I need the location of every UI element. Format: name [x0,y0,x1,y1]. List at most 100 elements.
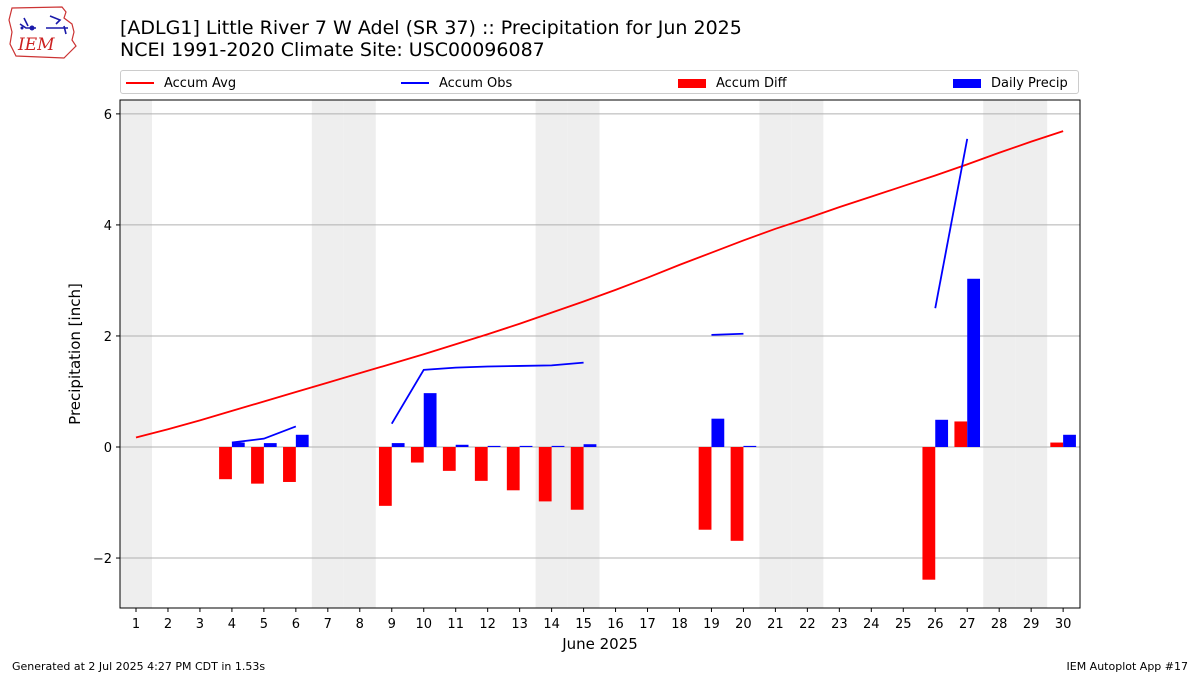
y-tick-label: 4 [104,219,112,234]
weekend-band [343,100,376,608]
y-axis-label: Precipitation [inch] [66,283,84,425]
x-tick-label: 30 [1055,617,1072,632]
x-tick-label: 2 [164,617,172,632]
x-tick-label: 27 [959,617,976,632]
daily-precip-bar [423,393,437,447]
x-tick-label: 18 [671,617,688,632]
accum-diff-bar [506,446,520,491]
logo-text: IEM [17,35,55,55]
y-tick-label: 0 [104,441,112,456]
chart-subtitle: NCEI 1991-2020 Climate Site: USC00096087 [120,39,545,61]
legend: Accum Avg Accum Obs Accum Diff Daily Pre… [120,70,1079,94]
legend-item-accum-obs: Accum Obs [401,74,512,92]
daily-precip-bar [231,442,245,447]
x-tick-label: 9 [388,617,396,632]
weekend-band [759,100,792,608]
plot-frame [119,99,1081,609]
accum-diff-bar [538,446,552,502]
x-tick-label: 1 [132,617,140,632]
daily-precip-bar [295,434,309,447]
weekend-band [311,100,344,608]
accum-diff-bar [219,446,232,480]
x-tick-label: 14 [543,617,560,632]
accum-diff-bar [922,446,936,580]
accum-diff-bar [698,446,712,530]
accum-obs-line [390,361,584,425]
x-tick-label: 20 [735,617,752,632]
legend-swatch-accum-diff [678,78,706,88]
legend-label-accum-obs: Accum Obs [439,75,513,91]
x-tick-label: 11 [447,617,464,632]
x-tick-label: 13 [511,617,528,632]
daily-precip-bar [487,445,501,447]
x-tick-label: 29 [1023,617,1040,632]
x-tick-label: 4 [228,617,236,632]
x-tick-label: 10 [415,617,432,632]
x-tick-label: 28 [991,617,1008,632]
chart-title: [ADLG1] Little River 7 W Adel (SR 37) ::… [120,17,742,39]
daily-precip-bar [583,444,597,447]
legend-label-daily-precip: Daily Precip [991,75,1068,91]
x-tick-label: 22 [799,617,816,632]
accum-diff-bar [474,446,488,481]
legend-item-daily-precip: Daily Precip [953,74,1068,92]
accum-diff-bar [283,446,296,482]
accum-avg-line [135,130,1064,439]
x-tick-label: 8 [356,617,364,632]
x-tick-label: 23 [831,617,848,632]
weekend-band [535,100,568,608]
weekend-band [983,100,1016,608]
x-tick-label: 21 [767,617,784,632]
y-tick-label: −2 [93,552,112,567]
weekend-band [120,100,152,608]
grid-lines [120,113,1080,559]
accum-obs-line [711,332,744,336]
legend-label-accum-avg: Accum Avg [164,75,237,91]
x-tick-label: 19 [703,617,720,632]
generated-timestamp: Generated at 2 Jul 2025 4:27 PM CDT in 1… [12,660,266,673]
accum-diff-bar [410,446,424,463]
x-tick-label: 15 [575,617,592,632]
daily-precip-bar [967,278,981,447]
accum-diff-bar [570,446,584,510]
accum-obs-line [231,425,297,444]
accum-diff-bar [251,446,264,484]
daily-precip-bar [263,443,277,447]
daily-precip-bar [935,419,949,447]
daily-precip-bar [455,444,469,447]
legend-label-accum-diff: Accum Diff [716,75,787,91]
x-tick-label: 26 [927,617,944,632]
bars [219,278,1076,580]
accum-diff-bar [1050,442,1064,447]
legend-swatch-daily-precip [953,78,981,88]
weekend-bands [120,100,1048,608]
accum-diff-bar [378,446,392,506]
x-tick-label: 7 [324,617,332,632]
x-tick-label: 3 [196,617,204,632]
accum-diff-bar [442,446,456,471]
x-tick-label: 16 [607,617,624,632]
weekend-band [1015,100,1048,608]
daily-precip-bar [391,443,405,447]
legend-swatch-accum-obs [401,82,429,84]
daily-precip-bar [711,418,725,447]
x-axis-label: June 2025 [561,635,638,653]
x-tick-label: 24 [863,617,880,632]
accum-obs-line [934,138,969,309]
daily-precip-bar [743,445,757,447]
x-tick-label: 6 [292,617,300,632]
daily-precip-bar [1063,434,1076,447]
y-tick-label: 2 [104,330,112,345]
weekend-band [567,100,600,608]
accum-diff-bar [730,446,744,541]
accum-diff-bar [954,421,968,447]
legend-item-accum-diff: Accum Diff [678,74,787,92]
weekend-band [791,100,824,608]
iem-logo: IEM [8,6,77,59]
daily-precip-bar [551,445,565,447]
x-tick-label: 17 [639,617,656,632]
x-tick-label: 25 [895,617,912,632]
x-tick-label: 5 [260,617,268,632]
daily-precip-bar [519,445,533,447]
